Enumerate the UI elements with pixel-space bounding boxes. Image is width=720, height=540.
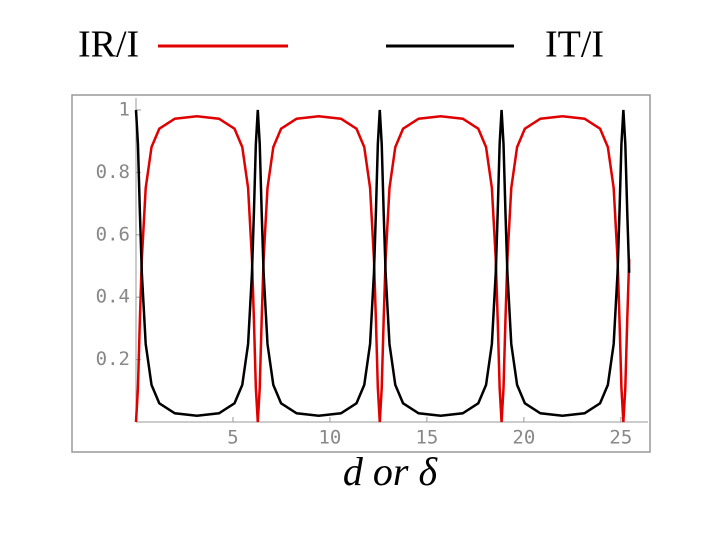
y-tick-label: 0.2 [96, 348, 130, 370]
legend-label: IT/I [545, 24, 604, 66]
y-tick-label: 0.8 [96, 161, 130, 183]
y-tick-label: 1 [119, 99, 130, 121]
legend-label: IR/I [78, 24, 139, 66]
plot-frame [71, 94, 651, 453]
y-tick-label: 0.4 [96, 286, 130, 308]
x-tick-label: 5 [227, 427, 238, 449]
x-tick-label: 25 [609, 427, 632, 449]
x-tick-label: 10 [318, 427, 341, 449]
y-tick-label: 0.6 [96, 223, 130, 245]
x-axis-label: d or δ [343, 449, 439, 494]
series-line [134, 114, 631, 423]
x-tick-label: 15 [415, 427, 438, 449]
x-tick-label: 20 [512, 427, 535, 449]
series-line [134, 109, 631, 418]
